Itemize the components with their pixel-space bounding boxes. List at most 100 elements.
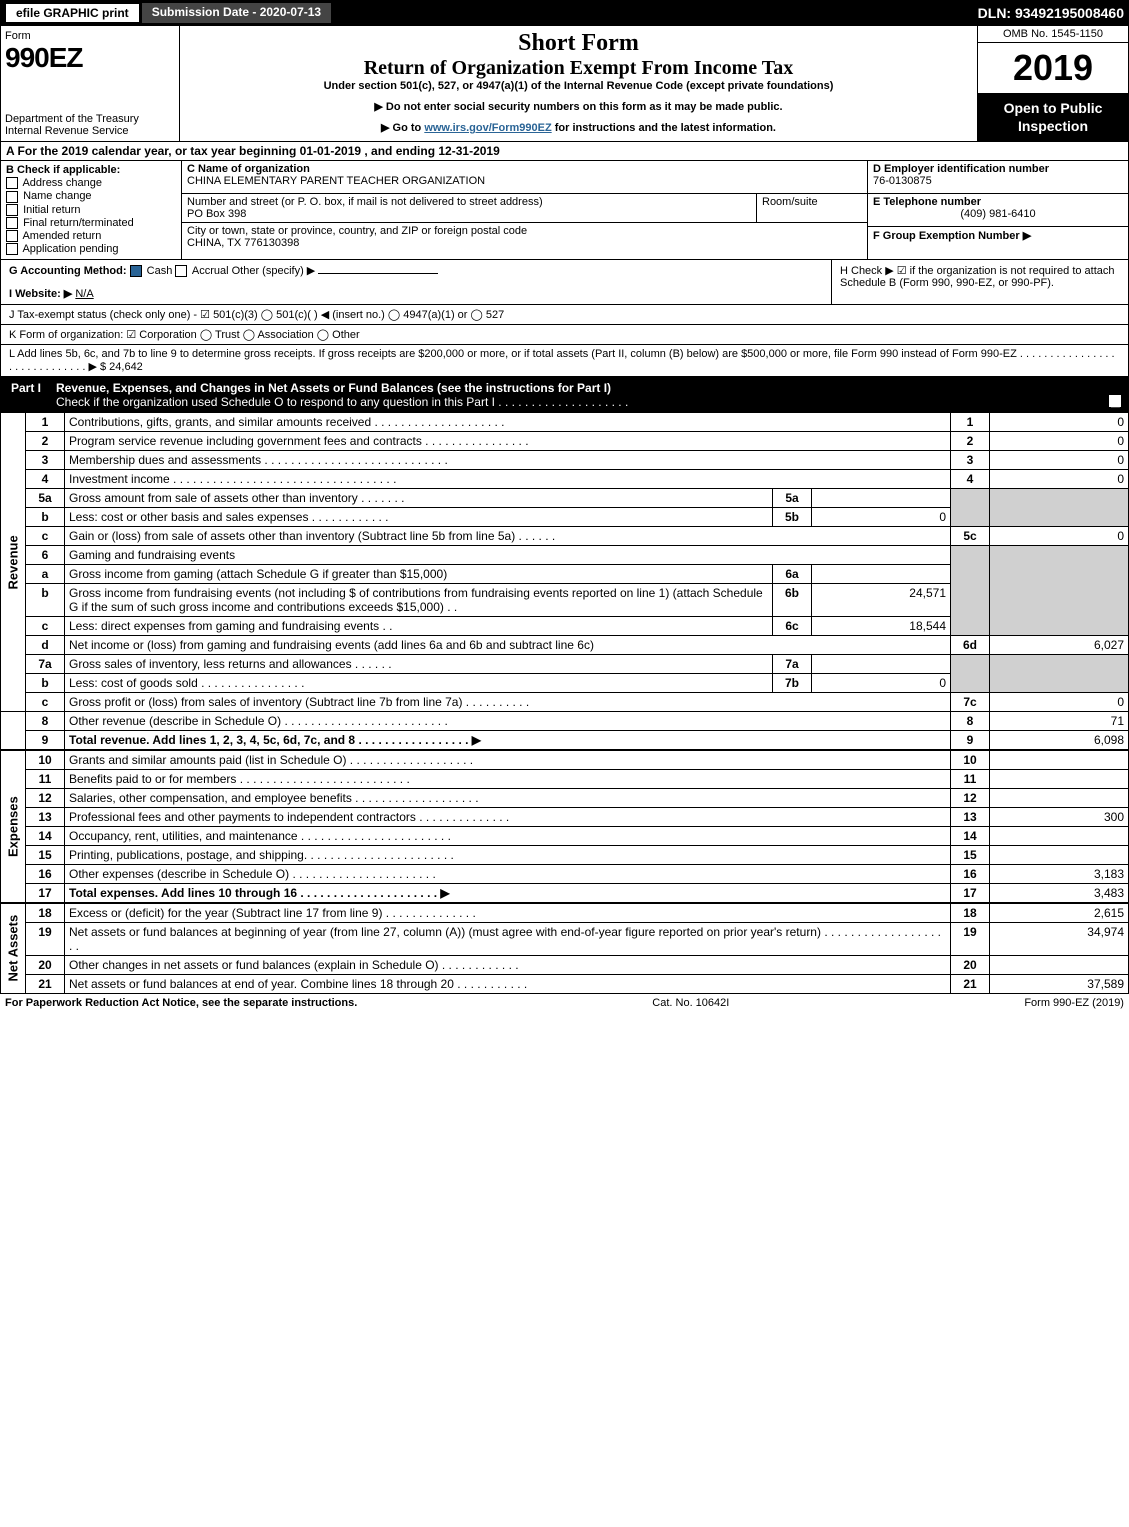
efile-print-button[interactable]: efile GRAPHIC print bbox=[5, 3, 140, 23]
line-7c-col: 7c bbox=[951, 693, 990, 712]
line-6a-desc: Gross income from gaming (attach Schedul… bbox=[65, 565, 773, 584]
checkbox-application-pending[interactable] bbox=[6, 243, 18, 255]
paperwork-notice: For Paperwork Reduction Act Notice, see … bbox=[5, 997, 357, 1009]
line-2-num: 2 bbox=[26, 432, 65, 451]
side-label-net-assets: Net Assets bbox=[1, 903, 26, 994]
label-cash: Cash bbox=[147, 265, 173, 277]
row-j-tax-exempt: J Tax-exempt status (check only one) - ☑… bbox=[0, 305, 1129, 325]
line-3-num: 3 bbox=[26, 451, 65, 470]
line-7a-num: 7a bbox=[26, 655, 65, 674]
line-21-val: 37,589 bbox=[990, 975, 1129, 994]
line-13-col: 13 bbox=[951, 808, 990, 827]
line-11-col: 11 bbox=[951, 770, 990, 789]
checkbox-name-change[interactable] bbox=[6, 191, 18, 203]
line-9-col: 9 bbox=[951, 731, 990, 751]
line-16-num: 16 bbox=[26, 865, 65, 884]
line-10-num: 10 bbox=[26, 750, 65, 770]
side-label-expenses: Expenses bbox=[1, 750, 26, 903]
line-6c-desc: Less: direct expenses from gaming and fu… bbox=[65, 617, 773, 636]
line-20-col: 20 bbox=[951, 956, 990, 975]
c-city-label: City or town, state or province, country… bbox=[187, 225, 527, 237]
ssn-note: ▶ Do not enter social security numbers o… bbox=[184, 100, 973, 113]
part-1-tab: Part I bbox=[1, 378, 51, 412]
line-19-desc: Net assets or fund balances at beginning… bbox=[65, 923, 951, 956]
part-1-checkbox[interactable]: ☑ bbox=[1109, 395, 1121, 407]
line-4-val: 0 bbox=[990, 470, 1129, 489]
line-20-desc: Other changes in net assets or fund bala… bbox=[65, 956, 951, 975]
tax-year: 2019 bbox=[978, 43, 1128, 93]
cat-number: Cat. No. 10642I bbox=[652, 997, 729, 1009]
line-5c-num: c bbox=[26, 527, 65, 546]
label-other-specify: Other (specify) ▶ bbox=[232, 265, 316, 277]
line-5b-desc: Less: cost or other basis and sales expe… bbox=[65, 508, 773, 527]
room-suite-label: Room/suite bbox=[756, 194, 867, 222]
line-14-num: 14 bbox=[26, 827, 65, 846]
line-15-col: 15 bbox=[951, 846, 990, 865]
line-17-val: 3,483 bbox=[990, 884, 1129, 904]
d-ein-label: D Employer identification number bbox=[873, 163, 1049, 175]
line-15-desc: Printing, publications, postage, and shi… bbox=[65, 846, 951, 865]
line-13-num: 13 bbox=[26, 808, 65, 827]
line-19-col: 19 bbox=[951, 923, 990, 956]
i-website-label: I Website: ▶ bbox=[9, 288, 72, 300]
line-1-desc: Contributions, gifts, grants, and simila… bbox=[65, 413, 951, 432]
line-9-num: 9 bbox=[26, 731, 65, 751]
line-9-desc: Total revenue. Add lines 1, 2, 3, 4, 5c,… bbox=[65, 731, 951, 751]
goto-suffix: for instructions and the latest informat… bbox=[552, 122, 776, 134]
row-l-text: L Add lines 5b, 6c, and 7b to line 9 to … bbox=[9, 348, 1115, 373]
page-footer: For Paperwork Reduction Act Notice, see … bbox=[0, 994, 1129, 1012]
line-19-num: 19 bbox=[26, 923, 65, 956]
line-4-desc: Investment income . . . . . . . . . . . … bbox=[65, 470, 951, 489]
checkbox-final-return[interactable] bbox=[6, 217, 18, 229]
line-20-val bbox=[990, 956, 1129, 975]
line-6a-sublbl: 6a bbox=[773, 565, 812, 584]
line-3-col: 3 bbox=[951, 451, 990, 470]
line-5c-desc: Gain or (loss) from sale of assets other… bbox=[65, 527, 951, 546]
line-8-num: 8 bbox=[26, 712, 65, 731]
dln-label: DLN: 93492195008460 bbox=[978, 5, 1124, 21]
form-page-ref: Form 990-EZ (2019) bbox=[1024, 997, 1124, 1009]
dept-treasury: Department of the Treasury Internal Reve… bbox=[5, 113, 175, 137]
under-section-subtitle: Under section 501(c), 527, or 4947(a)(1)… bbox=[184, 80, 973, 92]
part-1-title: Revenue, Expenses, and Changes in Net As… bbox=[56, 381, 611, 395]
line-6c-num: c bbox=[26, 617, 65, 636]
line-7b-sublbl: 7b bbox=[773, 674, 812, 693]
checkbox-initial-return[interactable] bbox=[6, 204, 18, 216]
form-label: Form bbox=[5, 30, 175, 42]
line-14-val bbox=[990, 827, 1129, 846]
line-17-desc: Total expenses. Add lines 10 through 16 … bbox=[65, 884, 951, 904]
line-11-num: 11 bbox=[26, 770, 65, 789]
line-21-desc: Net assets or fund balances at end of ye… bbox=[65, 975, 951, 994]
line-10-val bbox=[990, 750, 1129, 770]
line-7b-num: b bbox=[26, 674, 65, 693]
org-street: PO Box 398 bbox=[187, 208, 246, 220]
checkbox-amended-return[interactable] bbox=[6, 230, 18, 242]
checkbox-address-change[interactable] bbox=[6, 177, 18, 189]
line-11-desc: Benefits paid to or for members . . . . … bbox=[65, 770, 951, 789]
row-a-tax-year: A For the 2019 calendar year, or tax yea… bbox=[0, 142, 1129, 161]
h-check-schedule-b: H Check ▶ ☑ if the organization is not r… bbox=[831, 260, 1128, 304]
line-6-num: 6 bbox=[26, 546, 65, 565]
irs-link[interactable]: www.irs.gov/Form990EZ bbox=[424, 122, 551, 134]
line-17-col: 17 bbox=[951, 884, 990, 904]
line-6a-num: a bbox=[26, 565, 65, 584]
checkbox-cash[interactable] bbox=[130, 265, 142, 277]
section-b-check-if-applicable: B Check if applicable: Address change Na… bbox=[1, 161, 182, 259]
goto-prefix: ▶ Go to bbox=[381, 122, 424, 134]
label-name-change: Name change bbox=[23, 190, 92, 202]
line-7a-sublbl: 7a bbox=[773, 655, 812, 674]
part-1-subtitle: Check if the organization used Schedule … bbox=[56, 395, 628, 409]
line-21-num: 21 bbox=[26, 975, 65, 994]
line-6c-subval: 18,544 bbox=[812, 617, 951, 636]
i-website-value: N/A bbox=[75, 288, 93, 300]
org-city: CHINA, TX 776130398 bbox=[187, 237, 299, 249]
line-20-num: 20 bbox=[26, 956, 65, 975]
line-6d-desc: Net income or (loss) from gaming and fun… bbox=[65, 636, 951, 655]
line-1-num: 1 bbox=[26, 413, 65, 432]
return-title: Return of Organization Exempt From Incom… bbox=[184, 57, 973, 80]
line-7a-subval bbox=[812, 655, 951, 674]
line-11-val bbox=[990, 770, 1129, 789]
checkbox-accrual[interactable] bbox=[175, 265, 187, 277]
part-1-table: Revenue 1 Contributions, gifts, grants, … bbox=[0, 413, 1129, 994]
line-16-val: 3,183 bbox=[990, 865, 1129, 884]
